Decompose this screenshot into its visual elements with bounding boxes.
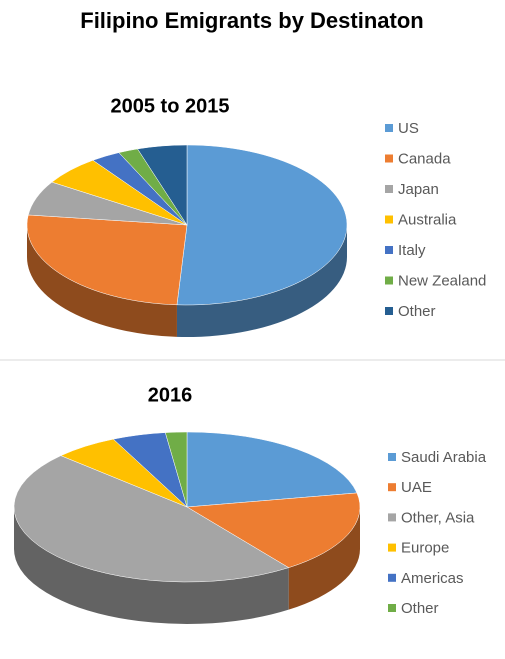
legend-swatch xyxy=(388,513,396,522)
legend-swatch xyxy=(388,543,396,552)
pie-slice xyxy=(186,431,358,508)
legend-label: Canada xyxy=(398,150,451,167)
legend-swatch xyxy=(388,604,396,612)
legend-swatch xyxy=(385,124,393,132)
legend-swatch xyxy=(385,185,393,193)
pie-slice xyxy=(164,431,188,508)
legend-label: Americas xyxy=(401,570,464,587)
pie-slice xyxy=(186,492,361,568)
legend-label: Japan xyxy=(398,181,439,198)
legend-label: Europe xyxy=(401,540,449,557)
legend-label: Other xyxy=(398,303,436,320)
legend-label: US xyxy=(398,120,419,137)
legend-swatch xyxy=(388,483,396,492)
legend-swatch xyxy=(385,246,393,254)
chart-title: 2005 to 2015 xyxy=(111,95,230,117)
legend-swatch xyxy=(388,573,396,582)
legend-swatch xyxy=(385,276,393,285)
page-title: Filipino Emigrants by Destinaton xyxy=(80,8,423,33)
legend-swatch xyxy=(385,215,393,224)
legend-label: Other, Asia xyxy=(401,509,475,526)
legend-label: Other xyxy=(401,600,439,617)
legend-label: Australia xyxy=(398,211,457,228)
legend-label: Italy xyxy=(398,242,426,259)
pie-side xyxy=(14,507,289,624)
pie-slice xyxy=(13,455,290,583)
chart-title: 2016 xyxy=(148,384,193,406)
legend-swatch xyxy=(385,307,393,315)
legend-label: Saudi Arabia xyxy=(401,449,487,466)
pie-slice xyxy=(176,144,348,306)
legend-swatch xyxy=(388,453,396,461)
pie-side xyxy=(288,507,360,610)
pie-side xyxy=(27,225,177,337)
pie-slice xyxy=(26,214,188,306)
legend-label: UAE xyxy=(401,479,432,496)
pie-side xyxy=(176,225,347,337)
pie-slice xyxy=(137,144,188,226)
legend-label: New Zealand xyxy=(398,272,486,289)
legend-swatch xyxy=(385,154,393,163)
